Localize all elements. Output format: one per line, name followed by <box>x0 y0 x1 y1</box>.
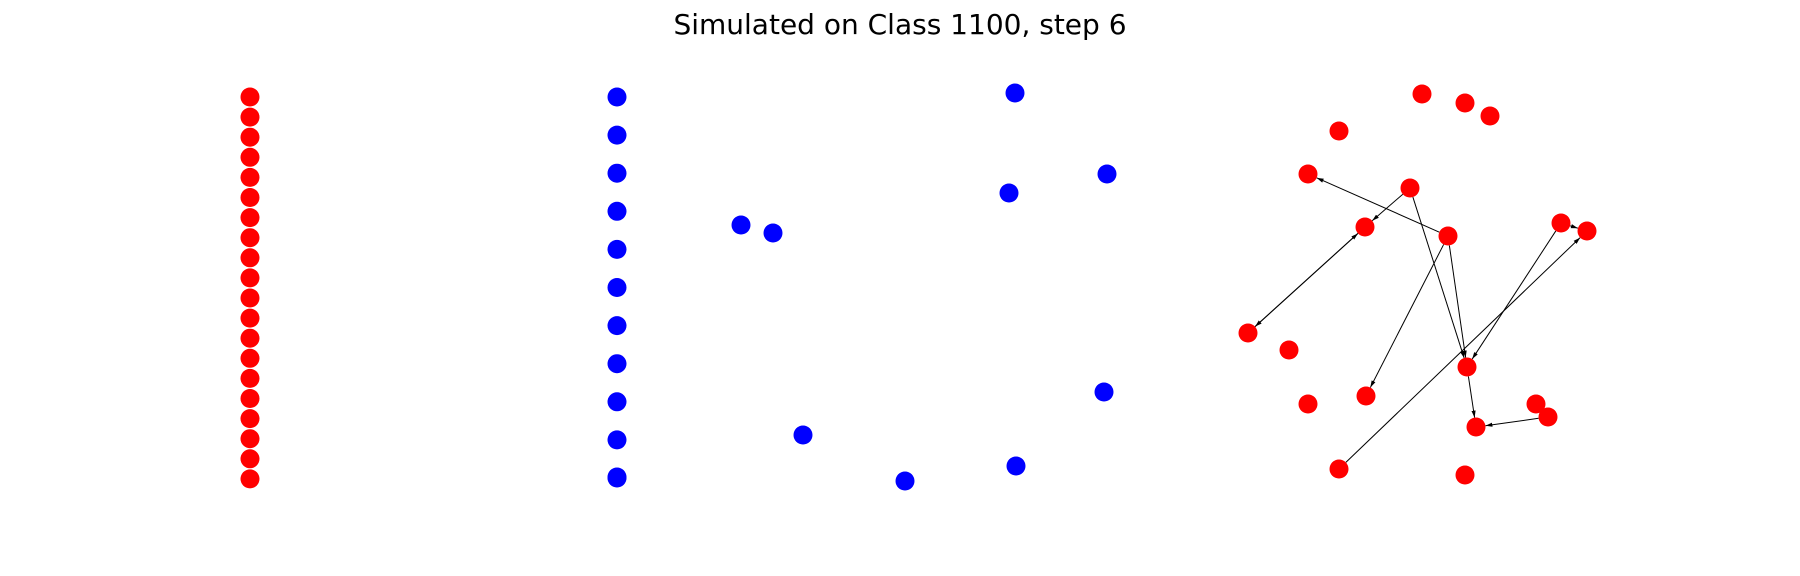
panel-4-node <box>1455 465 1475 485</box>
panel-4-edge <box>1316 177 1440 233</box>
panel-2-node <box>607 201 627 221</box>
panel-4-node <box>1329 121 1349 141</box>
panel-1-node <box>240 248 260 268</box>
panel-1-node <box>240 228 260 248</box>
panel-3-node <box>763 223 783 243</box>
panel-4-node <box>1455 93 1475 113</box>
panel-3-node <box>1094 382 1114 402</box>
panel-3-node <box>793 425 813 445</box>
panel-3 <box>607 83 1117 491</box>
panel-4-node <box>1298 164 1318 184</box>
panel-4-node <box>1298 394 1318 414</box>
panel-4-node <box>1279 340 1299 360</box>
panel-1-node <box>240 147 260 167</box>
panel-1 <box>240 87 260 489</box>
panel-4-node <box>1238 323 1258 343</box>
edges-layer <box>1254 177 1581 463</box>
panel-2-node <box>607 278 627 297</box>
panel-4-edge <box>1254 233 1359 327</box>
panel-4-node <box>1457 357 1477 377</box>
panel-4-edge <box>1371 193 1404 222</box>
figure-title: Simulated on Class 1100, step 6 <box>673 8 1127 41</box>
panel-4-edge <box>1467 376 1476 418</box>
panel-4-edge <box>1485 417 1539 427</box>
panel-1-node <box>240 308 260 328</box>
panel-1-node <box>240 469 260 489</box>
panel-1-node <box>240 188 260 207</box>
panel-4-node <box>1538 407 1558 427</box>
panel-2-node <box>607 125 627 145</box>
panel-1-node <box>240 208 260 228</box>
panel-2-node <box>607 354 627 374</box>
panel-4-edge <box>1471 230 1557 360</box>
panel-4-node <box>1551 213 1571 233</box>
panel-4 <box>1238 84 1597 485</box>
nodes-layer <box>240 83 1597 491</box>
panel-4-node <box>1400 178 1420 198</box>
panel-1-node <box>240 87 260 107</box>
panel-1-node <box>240 268 260 288</box>
panel-3-node <box>895 471 915 491</box>
panel-3-node <box>607 467 627 487</box>
panel-4-edge <box>1345 237 1581 463</box>
panel-4-node <box>1355 217 1375 237</box>
panel-1-node <box>240 409 260 429</box>
panel-2-node <box>607 392 627 412</box>
panel-1-node <box>240 449 260 469</box>
panel-3-node <box>731 215 751 235</box>
panel-3-node <box>999 183 1019 203</box>
panel-1-node <box>240 288 260 308</box>
panel-2-node <box>607 163 627 183</box>
panel-2 <box>607 87 627 488</box>
panel-1-node <box>240 127 260 147</box>
panel-4-node <box>1438 226 1458 246</box>
panel-1-node <box>240 368 260 388</box>
panel-4-node <box>1526 394 1546 414</box>
panel-1-node <box>240 328 260 348</box>
panel-4-node <box>1466 417 1486 437</box>
panel-2-node <box>607 239 627 259</box>
panel-4-node <box>1329 459 1349 479</box>
panel-4-edge <box>1369 244 1445 388</box>
panel-4-node <box>1480 106 1500 126</box>
panel-3-node <box>1097 164 1117 184</box>
panel-4-node <box>1577 221 1597 241</box>
panel-2-node <box>607 316 627 336</box>
panel-2-node <box>607 430 627 450</box>
panel-4-edge <box>1412 196 1465 359</box>
panel-4-edge <box>1448 245 1467 358</box>
panel-1-node <box>240 348 260 368</box>
panel-4-node <box>1412 84 1432 104</box>
panel-3-node <box>1005 83 1025 103</box>
panel-2-node <box>607 87 627 107</box>
panel-1-node <box>240 429 260 449</box>
panel-3-node <box>1006 456 1026 476</box>
panel-1-node <box>240 107 260 127</box>
panel-4-edge <box>1569 224 1579 229</box>
panel-1-node <box>240 167 260 187</box>
panel-1-node <box>240 389 260 408</box>
panel-4-node <box>1356 386 1376 406</box>
